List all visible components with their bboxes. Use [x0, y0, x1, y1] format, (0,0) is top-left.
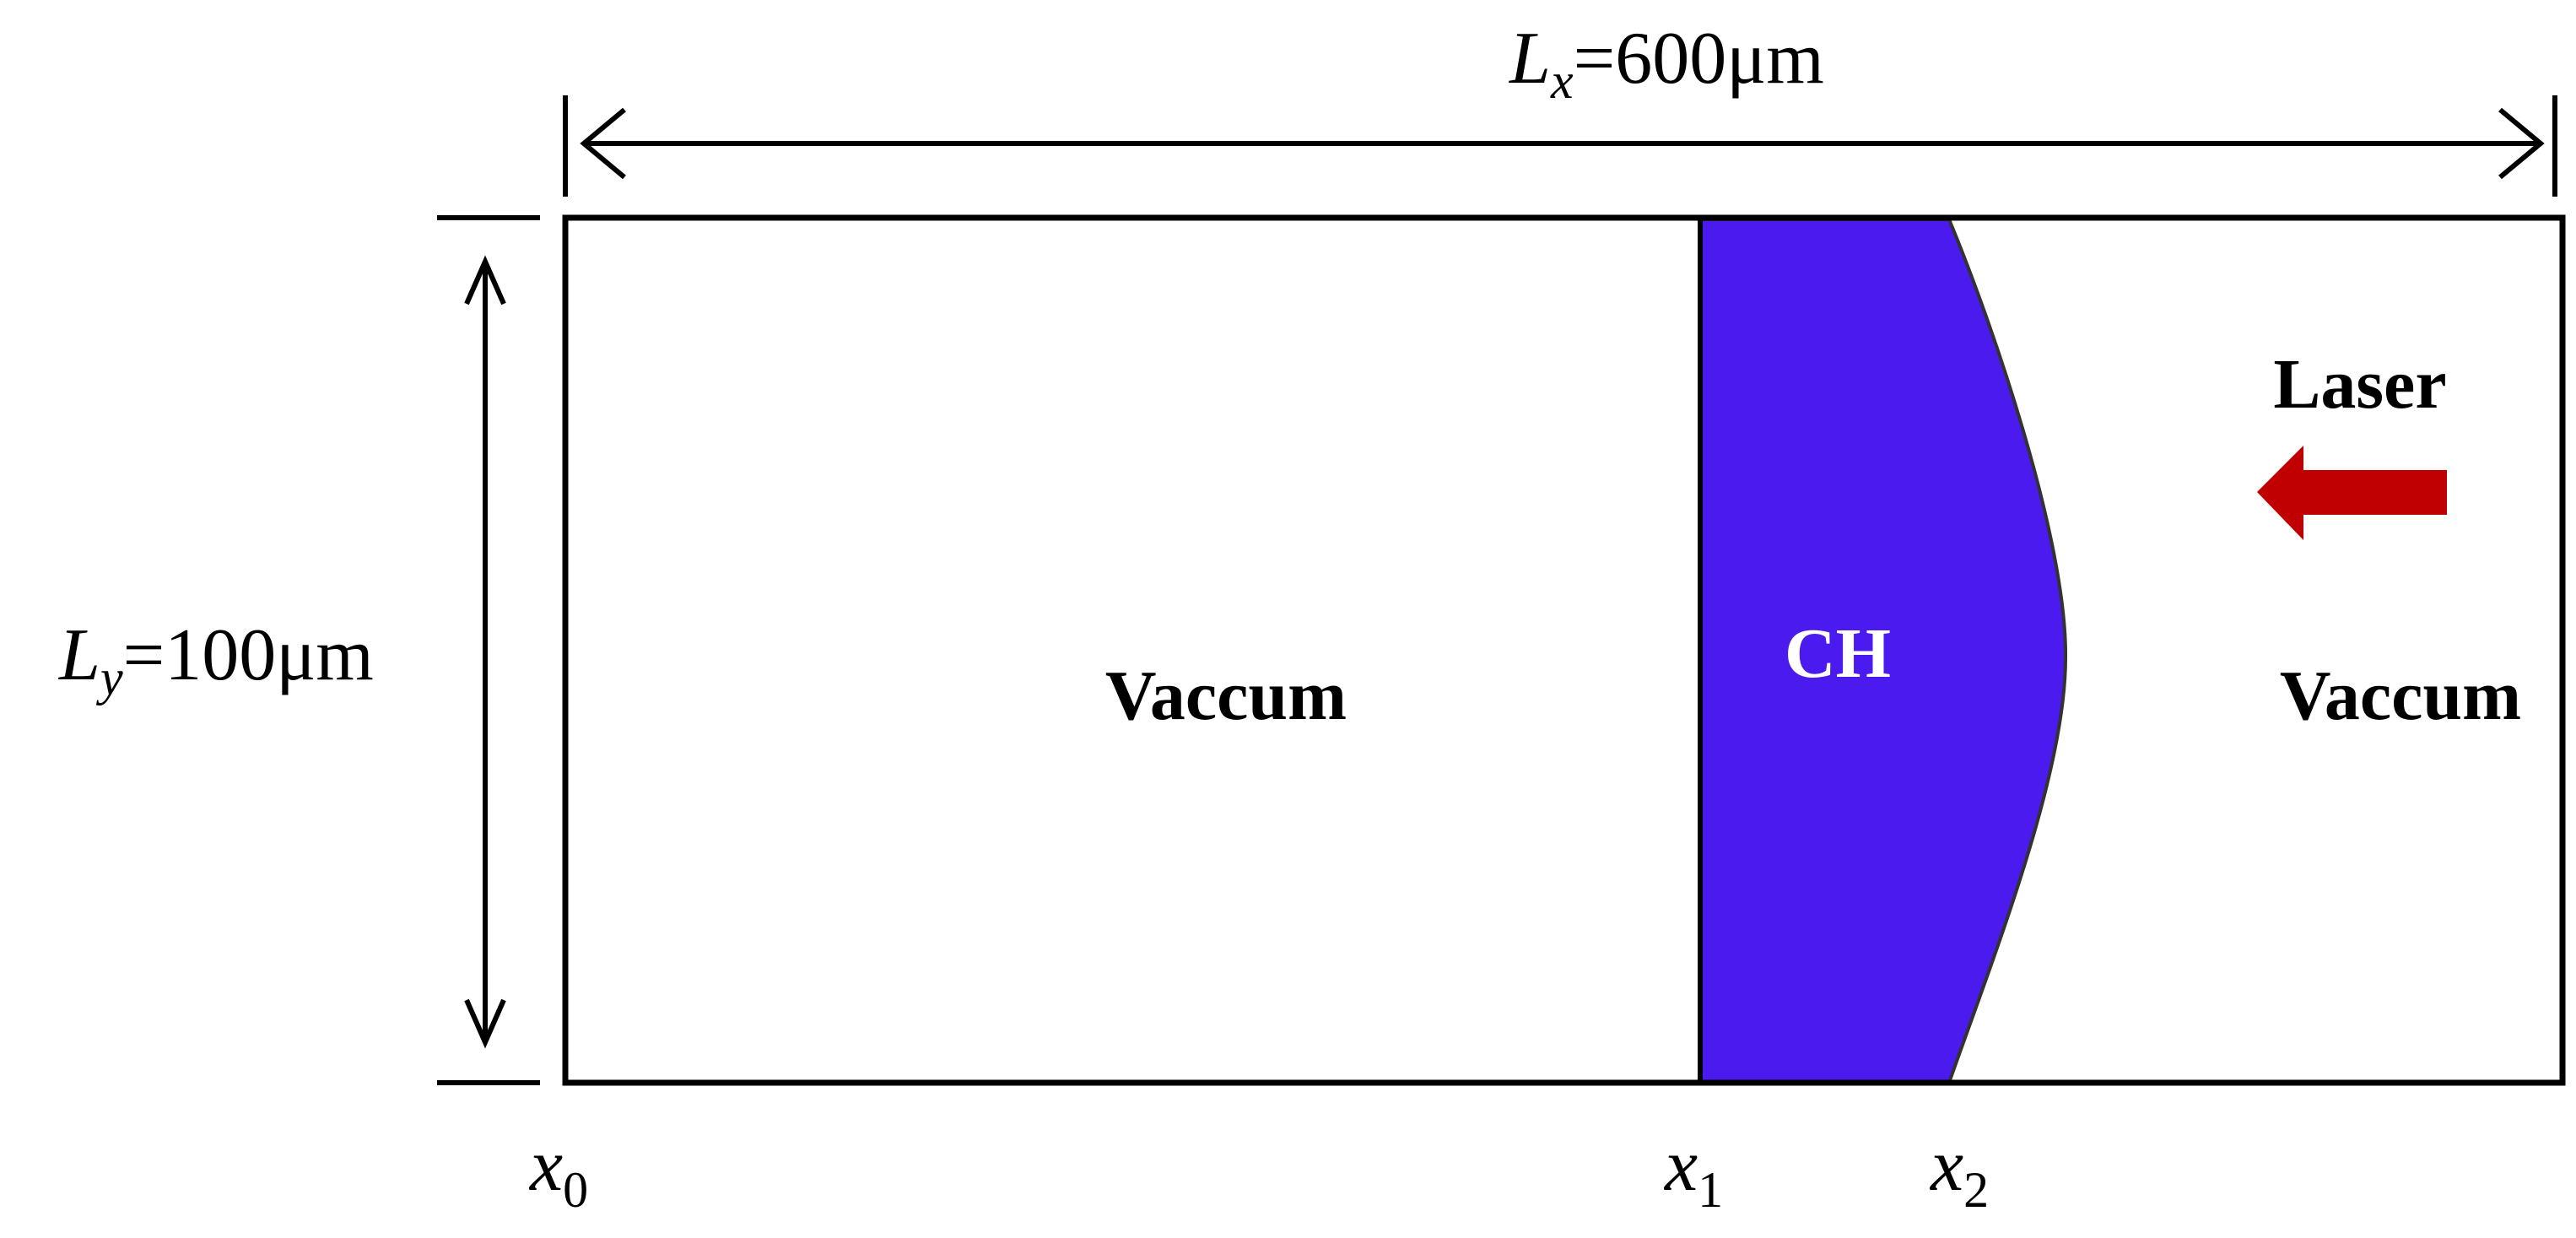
vacuum-left-label: Vaccum	[1105, 657, 1347, 735]
x1-label: x1	[1663, 1125, 1723, 1218]
lx-dimension-arrow	[580, 107, 2545, 180]
ly-symbol: L	[57, 614, 100, 696]
lx-value: =600μm	[1574, 18, 1824, 100]
vacuum-right-label: Vaccum	[2280, 657, 2521, 735]
ch-target-label: CH	[1785, 614, 1891, 693]
x0-label: x0	[528, 1125, 588, 1218]
lx-label: Lx=600μm	[1508, 18, 1824, 109]
ly-label: Ly=100μm	[57, 614, 374, 705]
arrow-left-icon	[2257, 446, 2447, 540]
simulation-box	[562, 214, 2566, 1086]
ly-subscript: y	[95, 650, 123, 705]
ch-target-region	[1698, 218, 2068, 1084]
lx-subscript: x	[1550, 53, 1574, 109]
ly-value: =100μm	[123, 614, 374, 696]
laser-label: Laser	[2273, 345, 2446, 424]
lx-symbol: L	[1508, 18, 1551, 100]
x2-label: x2	[1929, 1125, 1989, 1218]
ly-dimension-arrow	[464, 255, 506, 1049]
